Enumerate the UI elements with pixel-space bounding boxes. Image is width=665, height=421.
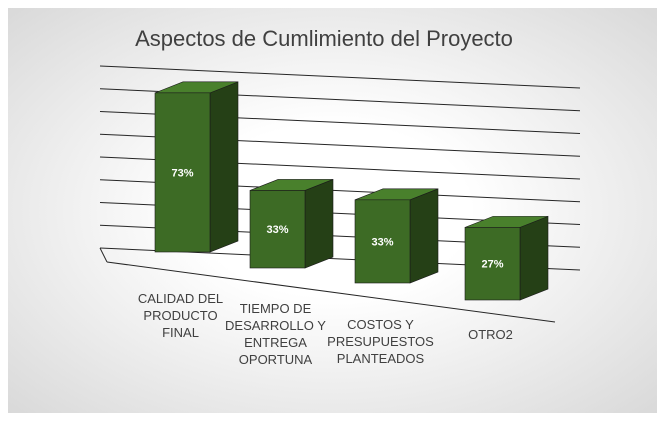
bar-side [519,215,549,301]
floor-edge [99,247,108,263]
bar-side [209,81,239,253]
bar-side [409,188,439,284]
bar [249,179,334,269]
chart-area: Aspectos de Cumlimiento del Proyecto 73%… [8,8,657,413]
data-label: 27% [481,259,503,271]
chart-title: Aspectos de Cumlimiento del Proyecto [135,26,513,51]
bar-front [154,92,211,253]
x-tick-label: TIEMPO DE DESARROLLO Y ENTREGA OPORTUNA [225,301,326,367]
data-label: 73% [171,167,193,179]
bar-front [464,227,521,301]
bar-side [304,179,334,269]
x-tick-label: OTRO2 [468,327,513,342]
x-tick-label: CALIDAD DEL PRODUCTO FINAL [137,291,224,340]
floor-edge [106,261,556,323]
bar-front [249,190,306,269]
bar [464,215,549,301]
bar-front [354,199,411,284]
chart: Aspectos de Cumlimiento del Proyecto 73%… [99,26,581,323]
grid-line [99,65,581,89]
x-tick-label: COSTOS Y PRESUPUESTOS PLANTEADOS [327,317,434,366]
data-label: 33% [266,224,288,236]
bar [154,81,239,253]
bar [354,188,439,284]
data-label: 33% [371,236,393,248]
